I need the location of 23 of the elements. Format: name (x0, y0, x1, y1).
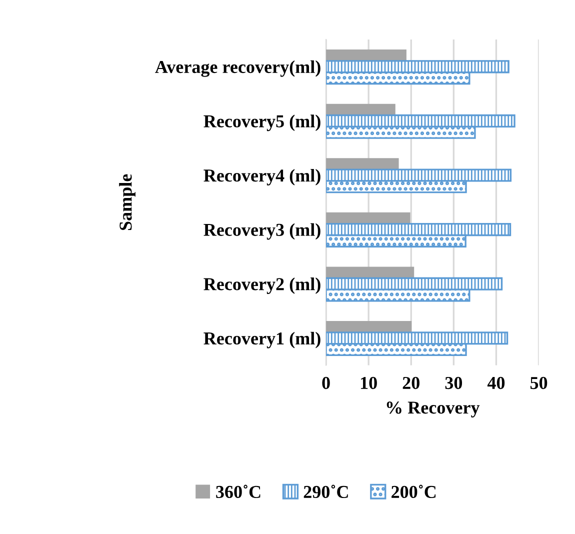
bar (326, 50, 406, 61)
x-tick-label: 10 (360, 376, 377, 390)
legend-label: 200˚C (392, 484, 436, 498)
y-tick-label: Recovery3 (ml) (204, 223, 320, 240)
legend-label: 290˚C (304, 484, 348, 498)
y-tick-label: Recovery2 (ml) (204, 278, 320, 294)
x-tick-label: 30 (445, 376, 462, 390)
legend-label: 360˚C (216, 484, 260, 498)
y-tick-label: Recovery5 (ml) (204, 114, 320, 132)
bar (326, 104, 396, 116)
bar (326, 158, 399, 170)
y-tick-label: Average recovery(ml) (155, 60, 320, 77)
bar (326, 266, 414, 278)
bar (326, 321, 412, 332)
x-tick-label: 50 (530, 376, 548, 390)
y-tick-label: Recovery4 (ml) (204, 168, 320, 186)
y-tick-label: Recovery1 (ml) (204, 332, 320, 348)
y-axis-title: Sample (119, 174, 136, 230)
x-tick-label: 0 (322, 376, 330, 390)
x-tick-label: 20 (402, 376, 420, 390)
x-tick-label: 40 (487, 376, 505, 390)
x-axis-title: % Recovery (386, 402, 480, 418)
bar (326, 212, 410, 224)
